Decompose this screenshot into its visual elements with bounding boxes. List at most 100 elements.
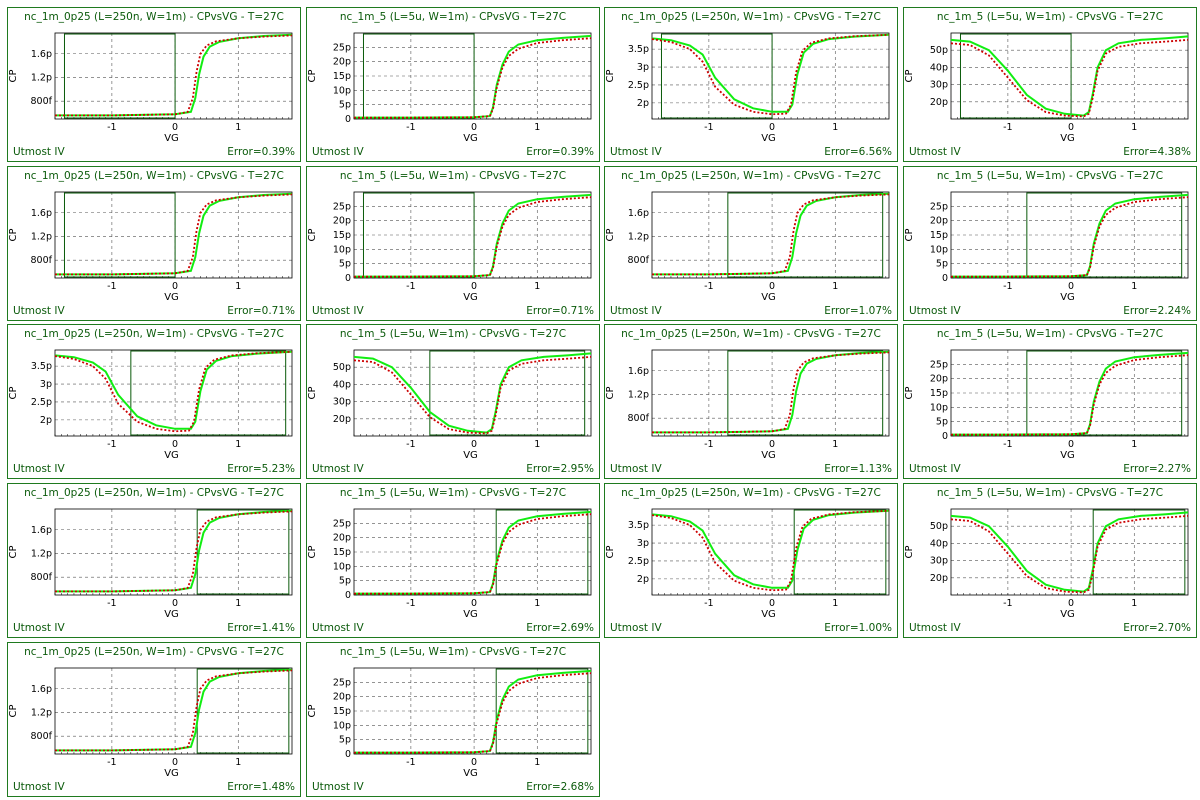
y-tick-label: 30p <box>930 80 948 91</box>
x-tick-label: -1 <box>704 122 713 133</box>
y-tick-label: 5p <box>339 100 351 111</box>
y-tick-label: 1.6p <box>628 208 649 219</box>
chart-title: nc_1m_0p25 (L=250n, W=1m) - CPvsVG - T=2… <box>24 328 284 340</box>
y-tick-label: 0 <box>345 273 351 284</box>
x-tick-label: 1 <box>534 281 540 292</box>
x-tick-label: 1 <box>832 281 838 292</box>
x-tick-label: 1 <box>1131 122 1137 133</box>
y-tick-label: 3.5p <box>31 361 52 372</box>
grid-lines: -1 0 1 0 5p 10p 15p 20p 25p <box>333 509 591 609</box>
y-tick-label: 10p <box>333 561 351 572</box>
measured-series <box>353 356 592 435</box>
chart-svg: -1 0 1 20p 30p 40p 50p VG CP <box>307 349 592 461</box>
y-axis-label: CP <box>8 69 19 82</box>
simulated-series <box>55 668 293 752</box>
y-tick-label: 25p <box>333 42 351 53</box>
error-label: Error=1.07% <box>824 305 892 317</box>
y-tick-label: 15p <box>333 706 351 717</box>
error-label: Error=0.71% <box>526 305 594 317</box>
y-tick-label: 25p <box>930 201 948 212</box>
y-tick-label: 5p <box>339 735 351 746</box>
measured-series <box>652 351 890 434</box>
y-tick-label: 3p <box>637 62 649 73</box>
chart-title: nc_1m_5 (L=5u, W=1m) - CPvsVG - T=27C <box>339 170 567 182</box>
x-tick-label: 0 <box>471 598 477 609</box>
grid-lines: -1 0 1 20p 30p 40p 50p <box>333 350 591 450</box>
y-tick-label: 800f <box>31 96 53 107</box>
x-tick-label: 1 <box>534 122 540 133</box>
footer-label: Utmost IV <box>13 146 65 158</box>
x-tick-label: -1 <box>107 122 116 133</box>
x-tick-label: 0 <box>471 757 477 768</box>
measured-series <box>651 509 890 592</box>
x-axis-label: VG <box>1060 609 1075 620</box>
x-tick-label: -1 <box>704 439 713 450</box>
x-axis-label: VG <box>1060 450 1075 461</box>
fit-window <box>495 509 589 595</box>
x-tick-label: 1 <box>1131 598 1137 609</box>
y-tick-label: 800f <box>31 255 53 266</box>
plot-frame <box>950 32 1189 120</box>
footer-label: Utmost IV <box>13 463 65 475</box>
x-tick-label: -1 <box>107 281 116 292</box>
chart-svg: -1 0 1 800f 1.2p 1.6p VG CP <box>8 508 293 620</box>
y-tick-label: 40p <box>930 62 948 73</box>
y-tick-label: 1.6p <box>31 525 52 536</box>
y-tick-label: 0 <box>345 114 351 125</box>
footer-label: Utmost IV <box>610 146 662 158</box>
fit-window <box>63 192 176 278</box>
y-tick-label: 10p <box>930 244 948 255</box>
chart-title: nc_1m_0p25 (L=250n, W=1m) - CPvsVG - T=2… <box>24 487 284 499</box>
chart-title: nc_1m_5 (L=5u, W=1m) - CPvsVG - T=27C <box>936 487 1164 499</box>
y-axis-label: CP <box>605 228 616 241</box>
x-tick-label: 1 <box>1131 281 1137 292</box>
fit-window <box>959 33 1072 119</box>
chart-svg: -1 0 1 800f 1.2p 1.6p VG CP <box>8 32 293 144</box>
grid-lines: -1 0 1 0 5p 10p 15p 20p 25p <box>930 350 1188 450</box>
footer-label: Utmost IV <box>909 305 961 317</box>
chart-svg: -1 0 1 2p 2.5p 3p 3.5p VG CP <box>605 32 890 144</box>
y-axis-label: CP <box>904 545 915 558</box>
x-tick-label: 0 <box>471 439 477 450</box>
simulated-series <box>354 193 592 278</box>
chart-svg: -1 0 1 0 5p 10p 15p 20p 25p VG CP <box>307 508 592 620</box>
measured-series <box>354 672 592 754</box>
y-tick-label: 3p <box>40 379 52 390</box>
y-tick-label: 2p <box>637 574 649 585</box>
x-tick-label: 0 <box>172 281 178 292</box>
chart-panel: nc_1m_0p25 (L=250n, W=1m) - CPvsVG - T=2… <box>604 324 898 479</box>
footer-label: Utmost IV <box>909 463 961 475</box>
measured-series <box>354 513 592 595</box>
y-tick-label: 30p <box>333 397 351 408</box>
x-tick-label: 1 <box>235 122 241 133</box>
measured-series <box>354 37 592 119</box>
measured-series <box>950 39 1189 118</box>
y-tick-label: 1.6p <box>31 208 52 219</box>
x-tick-label: 1 <box>235 757 241 768</box>
y-tick-label: 1.2p <box>31 231 52 242</box>
chart-panel: nc_1m_5 (L=5u, W=1m) - CPvsVG - T=27C Utm… <box>306 324 600 479</box>
chart-svg: -1 0 1 2p 2.5p 3p 3.5p VG CP <box>605 508 890 620</box>
y-tick-label: 2p <box>40 415 52 426</box>
plot-frame <box>54 508 293 596</box>
y-tick-label: 0 <box>345 590 351 601</box>
x-axis-label: VG <box>761 450 776 461</box>
y-tick-label: 1.2p <box>628 389 649 400</box>
measured-series <box>651 33 890 116</box>
y-axis-label: CP <box>605 69 616 82</box>
y-tick-label: 1.2p <box>628 231 649 242</box>
fit-window <box>660 33 773 119</box>
simulated-series <box>951 193 1189 278</box>
x-axis-label: VG <box>164 609 179 620</box>
plot-frame <box>54 32 293 120</box>
x-tick-label: 0 <box>1068 281 1074 292</box>
y-tick-label: 20p <box>333 692 351 703</box>
error-label: Error=1.00% <box>824 622 892 634</box>
chart-panel: nc_1m_5 (L=5u, W=1m) - CPvsVG - T=27C Utm… <box>306 7 600 162</box>
x-axis-label: VG <box>761 292 776 303</box>
y-tick-label: 10p <box>333 720 351 731</box>
x-tick-label: 0 <box>769 439 775 450</box>
y-tick-label: 10p <box>333 244 351 255</box>
x-axis-label: VG <box>164 768 179 779</box>
chart-panel: nc_1m_0p25 (L=250n, W=1m) - CPvsVG - T=2… <box>7 166 301 321</box>
